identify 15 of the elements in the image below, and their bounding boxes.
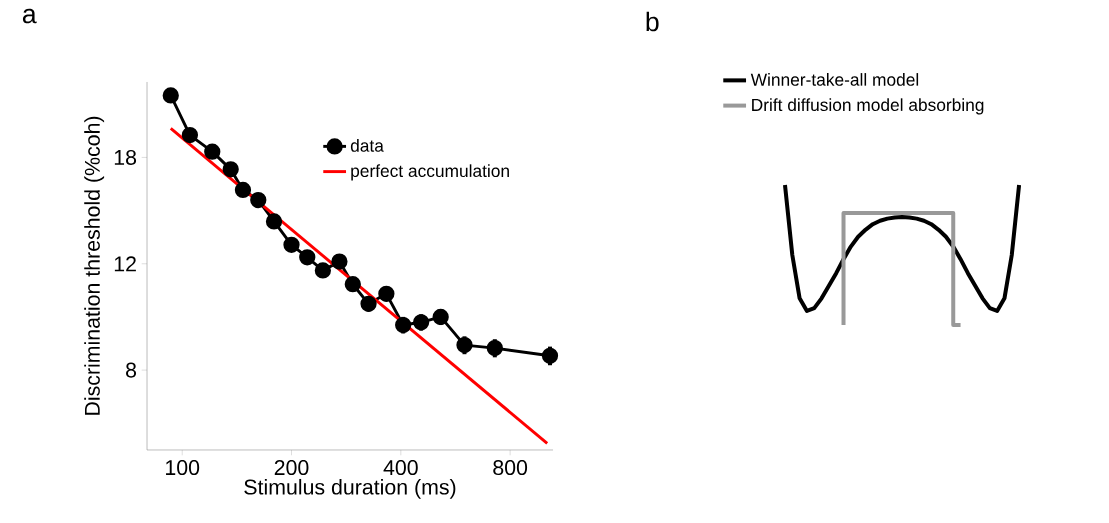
legend-label: Winner-take-all model <box>750 73 919 86</box>
x-axis-title: Stimulus duration (ms) <box>244 478 456 499</box>
y-tick-label: 18 <box>114 149 137 165</box>
x-tick-label: 100 <box>166 460 200 476</box>
chart-title: a <box>22 8 37 24</box>
legend-label: Drift diffusion model absorbing <box>752 98 984 115</box>
y-tick-label: 8 <box>126 362 137 378</box>
x-tick-label: 200 <box>274 460 309 476</box>
legend-label: perfect accumulation <box>351 164 509 181</box>
y-tick-label: 12 <box>114 256 136 272</box>
legend-label: data <box>350 139 384 152</box>
chart-title: b <box>646 11 659 32</box>
x-tick-label: 400 <box>383 460 418 476</box>
x-tick-label: 800 <box>493 460 528 476</box>
y-axis-title: Discrimination threshold (%coh) <box>84 116 105 415</box>
